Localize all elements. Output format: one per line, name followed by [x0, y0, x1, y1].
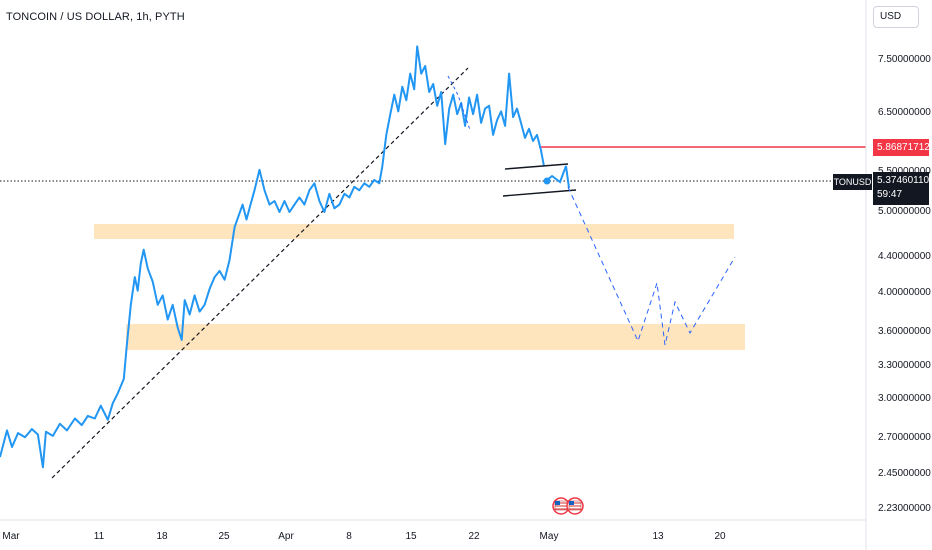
- y-tick-label: 2.45000000: [878, 468, 931, 479]
- channel-price-path: [545, 165, 570, 189]
- channel-upper-line[interactable]: [504, 163, 569, 170]
- x-tick-label: 11: [94, 531, 105, 542]
- x-tick-label: 22: [468, 531, 480, 542]
- y-tick-label: 3.60000000: [878, 326, 931, 337]
- currency-button[interactable]: USD: [873, 6, 919, 28]
- channel-lower-line[interactable]: [502, 189, 577, 197]
- y-tick-label: 4.00000000: [878, 287, 931, 298]
- price-axis-ticks: 7.50000000 6.50000000 5.50000000 5.00000…: [878, 54, 931, 514]
- y-tick-label: 5.50000000: [878, 166, 931, 177]
- projection-path[interactable]: [567, 186, 736, 346]
- projection-from-peak: [447, 75, 471, 131]
- y-tick-label: 5.00000000: [878, 206, 931, 217]
- chart-title: TONCOIN / US DOLLAR, 1h, PYTH: [6, 11, 185, 23]
- price-line: [0, 45, 545, 469]
- current-price-value: 5.37460110: [877, 175, 930, 186]
- y-tick-label: 3.00000000: [878, 393, 931, 404]
- demand-zone-upper: [94, 224, 734, 239]
- x-tick-label: 15: [405, 531, 417, 542]
- x-tick-label: Mar: [2, 531, 20, 542]
- current-price-badge: 5.37460110 59:47: [873, 172, 929, 205]
- symbol-badge: TONUSD: [833, 174, 872, 190]
- reference-price-badge: 5.86871712: [873, 139, 930, 156]
- y-tick-label: 6.50000000: [878, 107, 931, 118]
- x-tick-label: 20: [714, 531, 726, 542]
- y-tick-label: 2.70000000: [878, 432, 931, 443]
- x-tick-label: 18: [156, 531, 168, 542]
- ascending-trendline[interactable]: [51, 67, 469, 479]
- demand-zone-lower: [126, 324, 745, 350]
- y-tick-label: 7.50000000: [878, 54, 931, 65]
- rising-channel[interactable]: [502, 163, 577, 197]
- us-flag-event-icon[interactable]: [566, 497, 584, 515]
- bar-countdown: 59:47: [877, 189, 903, 200]
- y-tick-label: 2.23000000: [878, 503, 931, 514]
- x-tick-label: May: [540, 531, 559, 542]
- last-price-dot: [543, 177, 551, 185]
- y-tick-label: 4.40000000: [878, 251, 931, 262]
- x-tick-label: 25: [218, 531, 230, 542]
- y-tick-label: 3.30000000: [878, 360, 931, 371]
- demand-zones: [94, 224, 745, 350]
- x-tick-label: 13: [652, 531, 664, 542]
- x-tick-label: 8: [346, 531, 352, 542]
- time-axis-ticks: Mar 11 18 25 Apr 8 15 22 May 13 20: [2, 531, 726, 542]
- x-tick-label: Apr: [278, 531, 294, 542]
